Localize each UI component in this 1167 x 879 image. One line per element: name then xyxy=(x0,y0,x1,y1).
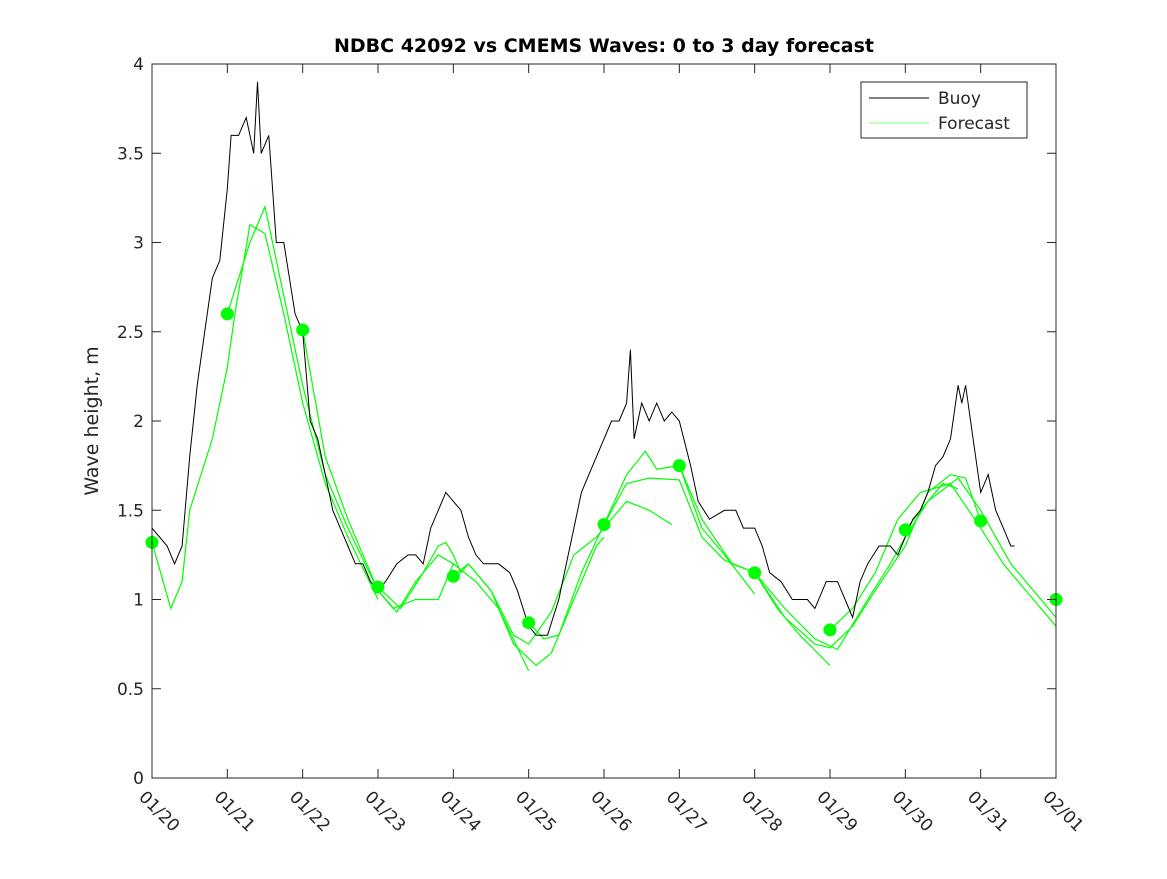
forecast-init-point-10 xyxy=(898,523,912,537)
x-tick-label: 01/31 xyxy=(963,787,1012,836)
x-tick-label: 01/22 xyxy=(285,787,334,836)
forecast-line-8 xyxy=(754,473,982,649)
forecast-line-9 xyxy=(829,482,1057,631)
legend-buoy-label: Buoy xyxy=(938,89,981,109)
legend-forecast-label: Forecast xyxy=(938,114,1010,134)
x-tick-label: 01/30 xyxy=(888,787,937,836)
forecast-init-point-8 xyxy=(748,566,762,580)
forecast-init-point-4 xyxy=(446,569,460,583)
x-tick-label: 01/20 xyxy=(134,787,183,836)
x-tick-label: 01/27 xyxy=(662,787,711,836)
x-tick-label: 01/29 xyxy=(812,787,861,836)
forecast-line-10 xyxy=(904,477,1057,618)
forecast-init-point-7 xyxy=(672,459,686,473)
y-tick-label: 1.5 xyxy=(117,501,144,521)
y-tick-label: 0.5 xyxy=(117,680,144,700)
y-tick-label: 2 xyxy=(133,412,144,432)
buoy-line xyxy=(151,81,1015,636)
y-axis-label: Wave height, m xyxy=(81,346,103,495)
ticks-layer: 0 0.5 1 1.5 2 2.5 3 3.5 4 01/20 01/21 01/22 01/23 01/… xyxy=(117,55,1087,836)
forecast-init-point-2 xyxy=(296,323,310,337)
legend: Buoy Forecast xyxy=(860,81,1028,139)
x-tick-label: 01/23 xyxy=(360,787,409,836)
x-tick-label: 01/25 xyxy=(511,787,560,836)
forecast-line-2 xyxy=(302,329,530,672)
x-tick-label: 02/01 xyxy=(1038,787,1087,836)
forecast-init-point-3 xyxy=(371,580,385,594)
forecast-init-point-1 xyxy=(220,307,234,321)
y-tick-label: 3.5 xyxy=(117,144,144,164)
forecast-line-0 xyxy=(151,223,379,611)
series-layer xyxy=(145,81,1063,672)
y-tick-label: 0 xyxy=(133,769,144,789)
forecast-line-6 xyxy=(603,477,831,666)
y-tick-label: 4 xyxy=(133,55,144,75)
plot-frame xyxy=(151,63,1057,779)
forecast-init-point-11 xyxy=(974,514,988,528)
y-tick-label: 3 xyxy=(133,234,144,254)
forecast-init-point-6 xyxy=(597,518,611,532)
forecast-line-5 xyxy=(528,450,756,640)
y-tick-label: 1 xyxy=(133,591,144,611)
x-tick-label: 01/28 xyxy=(737,787,786,836)
x-tick-label: 01/21 xyxy=(210,787,259,836)
x-tick-label: 01/26 xyxy=(586,787,635,836)
chart-title: NDBC 42092 vs CMEMS Waves: 0 to 3 day fo… xyxy=(334,35,874,57)
forecast-init-point-5 xyxy=(522,616,536,630)
forecast-line-1 xyxy=(226,204,454,610)
forecast-line-4 xyxy=(452,500,673,645)
legend-box xyxy=(860,81,1028,139)
x-tick-label: 01/24 xyxy=(436,787,485,836)
forecast-init-point-9 xyxy=(823,623,837,637)
y-tick-label: 2.5 xyxy=(117,323,144,343)
